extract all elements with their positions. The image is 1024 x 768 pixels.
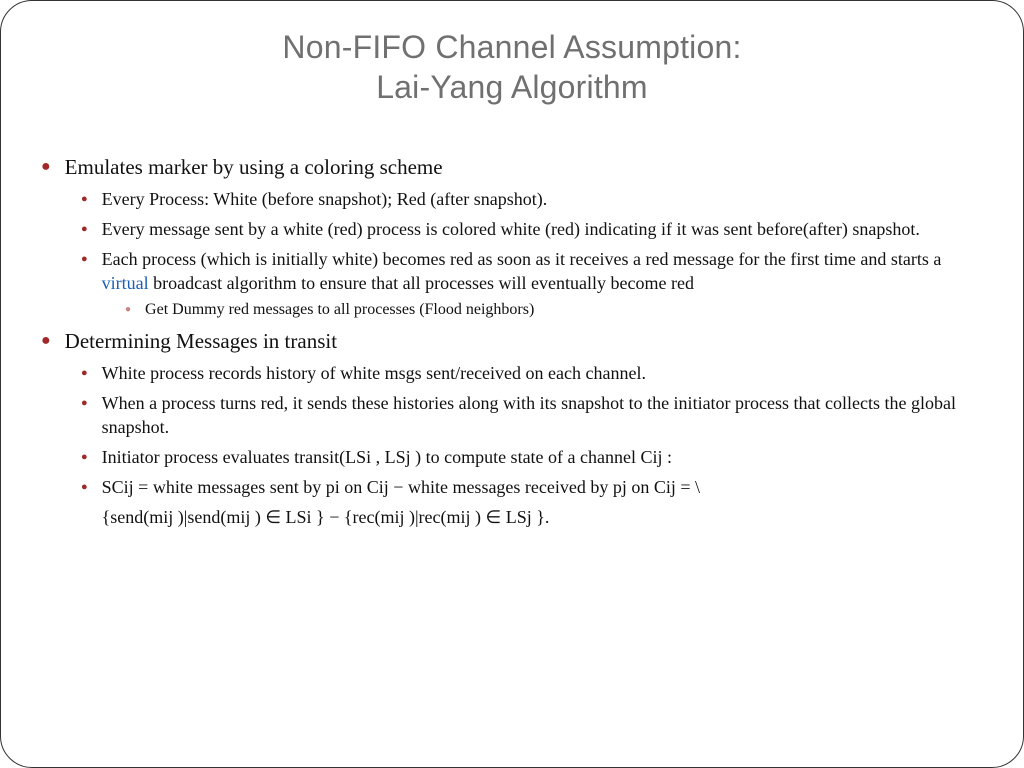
title-line-2: Lai-Yang Algorithm <box>376 69 648 105</box>
item-text: SCij = white messages sent by pi on Cij … <box>102 475 700 499</box>
list-item: ● Every message sent by a white (red) pr… <box>41 217 983 241</box>
list-item: ● Every Process: White (before snapshot)… <box>41 187 983 211</box>
text-fragment: broadcast algorithm to ensure that all p… <box>149 273 694 293</box>
list-item: ● When a process turns red, it sends the… <box>41 391 983 439</box>
virtual-link[interactable]: virtual <box>102 273 149 293</box>
slide-frame: Non-FIFO Channel Assumption: Lai-Yang Al… <box>0 0 1024 768</box>
item-text: Each process (which is initially white) … <box>102 247 983 295</box>
bullet-icon: ● <box>81 475 88 499</box>
bullet-icon: ● <box>81 445 88 469</box>
item-text: Every Process: White (before snapshot); … <box>102 187 548 211</box>
bullet-list: ● Emulates marker by using a coloring sc… <box>41 153 983 529</box>
list-item: ● {send(mij )|send(mij ) ∈ LSi } − {rec(… <box>41 505 983 529</box>
bullet-icon: ● <box>81 187 88 211</box>
bullet-icon: ● <box>81 217 88 241</box>
list-item: ● SCij = white messages sent by pi on Ci… <box>41 475 983 499</box>
slide-title: Non-FIFO Channel Assumption: Lai-Yang Al… <box>41 27 983 107</box>
bullet-icon: ● <box>41 153 51 181</box>
title-line-1: Non-FIFO Channel Assumption: <box>282 29 741 65</box>
list-item: ● Each process (which is initially white… <box>41 247 983 321</box>
bullet-icon: ● <box>41 327 51 355</box>
bullet-icon: ● <box>81 391 88 415</box>
list-item: ● White process records history of white… <box>41 361 983 385</box>
item-text: White process records history of white m… <box>102 361 646 385</box>
list-item: ● Get Dummy red messages to all processe… <box>41 299 983 321</box>
item-text: {send(mij )|send(mij ) ∈ LSi } − {rec(mi… <box>102 505 550 529</box>
item-text: Determining Messages in transit <box>65 327 337 355</box>
list-item: ● Initiator process evaluates transit(LS… <box>41 445 983 469</box>
list-item: ● Emulates marker by using a coloring sc… <box>41 153 983 321</box>
item-text: When a process turns red, it sends these… <box>102 391 983 439</box>
list-item: ● Determining Messages in transit ● Whit… <box>41 327 983 529</box>
item-text: Every message sent by a white (red) proc… <box>102 217 920 241</box>
text-fragment: Each process (which is initially white) … <box>102 249 942 269</box>
bullet-icon: ● <box>81 247 88 271</box>
bullet-icon: ● <box>81 361 88 385</box>
item-text: Get Dummy red messages to all processes … <box>145 299 534 321</box>
item-text: Emulates marker by using a coloring sche… <box>65 153 443 181</box>
item-text: Initiator process evaluates transit(LSi … <box>102 445 672 469</box>
bullet-icon: ● <box>125 299 131 321</box>
